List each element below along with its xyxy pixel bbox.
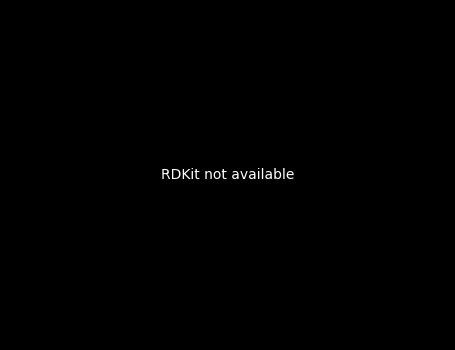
Text: RDKit not available: RDKit not available	[161, 168, 294, 182]
